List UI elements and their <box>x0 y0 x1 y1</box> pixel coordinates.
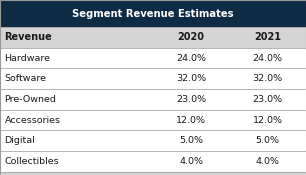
Text: Digital: Digital <box>5 136 35 145</box>
Bar <box>0 172 306 175</box>
Text: 2020: 2020 <box>178 32 205 43</box>
Bar <box>0 68 306 89</box>
Bar <box>0 27 306 48</box>
Text: Revenue: Revenue <box>5 32 52 43</box>
Text: Pre-Owned: Pre-Owned <box>5 95 57 104</box>
Text: Collectibles: Collectibles <box>5 157 59 166</box>
Text: 5.0%: 5.0% <box>179 136 203 145</box>
Bar <box>0 0 306 27</box>
Text: 23.0%: 23.0% <box>176 95 206 104</box>
Text: 23.0%: 23.0% <box>253 95 283 104</box>
Text: 32.0%: 32.0% <box>253 74 283 83</box>
Text: 2021: 2021 <box>254 32 281 43</box>
Text: 5.0%: 5.0% <box>256 136 280 145</box>
Text: Hardware: Hardware <box>5 54 50 63</box>
Text: 4.0%: 4.0% <box>256 157 280 166</box>
Bar <box>0 130 306 151</box>
Bar <box>0 151 306 172</box>
Bar <box>0 48 306 68</box>
Bar <box>0 89 306 110</box>
Text: 4.0%: 4.0% <box>179 157 203 166</box>
Text: 12.0%: 12.0% <box>253 116 283 125</box>
Text: Segment Revenue Estimates: Segment Revenue Estimates <box>72 9 234 19</box>
Text: Accessories: Accessories <box>5 116 61 125</box>
Text: 24.0%: 24.0% <box>176 54 206 63</box>
Text: 12.0%: 12.0% <box>176 116 206 125</box>
Text: Software: Software <box>5 74 47 83</box>
Bar <box>0 110 306 130</box>
Text: 32.0%: 32.0% <box>176 74 206 83</box>
Text: 24.0%: 24.0% <box>253 54 283 63</box>
